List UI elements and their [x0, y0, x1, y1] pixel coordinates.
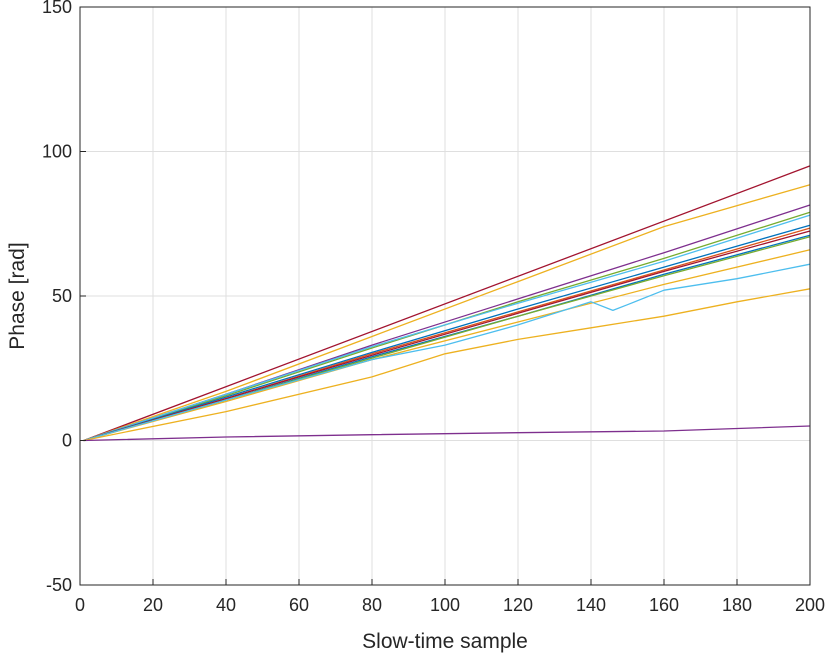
- series-line-5: [83, 214, 811, 442]
- series-line-13: [83, 288, 811, 442]
- series-line-6: [83, 224, 811, 442]
- series-line-11: [83, 249, 811, 442]
- x-tick-label: 120: [503, 595, 533, 615]
- y-axis-label: Phase [rad]: [6, 242, 29, 349]
- y-tick-label: -50: [46, 575, 72, 595]
- x-tick-label: 160: [649, 595, 679, 615]
- series-line-2: [83, 184, 811, 442]
- series-line-1: [83, 165, 811, 442]
- x-tick-label: 0: [75, 595, 85, 615]
- y-tick-label: 150: [42, 0, 72, 17]
- x-tick-label: 60: [289, 595, 309, 615]
- series-line-12: [83, 263, 811, 442]
- x-tick-label: 140: [576, 595, 606, 615]
- series-line-4: [83, 211, 811, 442]
- x-tick-label: 180: [722, 595, 752, 615]
- y-tick-label: 100: [42, 142, 72, 162]
- x-tick-label: 20: [143, 595, 163, 615]
- x-tick-label: 200: [795, 595, 825, 615]
- x-tick-label: 80: [362, 595, 382, 615]
- y-tick-label: 50: [52, 286, 72, 306]
- series-line-8: [83, 230, 811, 442]
- x-axis-label: Slow-time sample: [362, 630, 528, 653]
- x-tick-labels: 0 20 40 60 80 100 120 140 160 180 200: [75, 579, 825, 615]
- series-lines: [83, 165, 811, 442]
- x-tick-label: 40: [216, 595, 236, 615]
- y-tick-labels: -50 0 50 100 150: [42, 0, 86, 595]
- y-tick-label: 0: [62, 431, 72, 451]
- series-line-14: [83, 425, 811, 442]
- grid: [80, 7, 810, 585]
- x-tick-label: 100: [430, 595, 460, 615]
